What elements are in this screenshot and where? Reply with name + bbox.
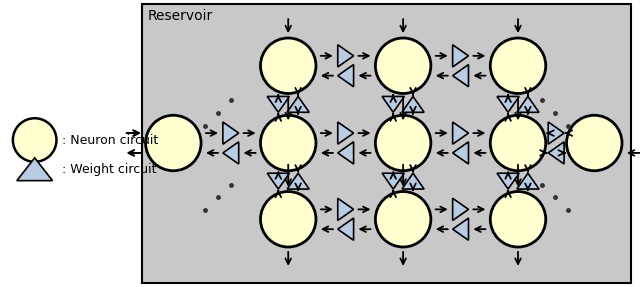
Polygon shape bbox=[223, 142, 239, 164]
Polygon shape bbox=[402, 96, 424, 112]
Polygon shape bbox=[338, 218, 353, 240]
Polygon shape bbox=[382, 96, 404, 112]
Ellipse shape bbox=[260, 38, 316, 94]
Polygon shape bbox=[287, 173, 309, 189]
Polygon shape bbox=[382, 173, 404, 189]
Polygon shape bbox=[338, 45, 353, 67]
Polygon shape bbox=[287, 96, 309, 112]
Polygon shape bbox=[452, 65, 468, 87]
FancyBboxPatch shape bbox=[141, 4, 631, 283]
Ellipse shape bbox=[376, 191, 431, 247]
Ellipse shape bbox=[260, 115, 316, 171]
Polygon shape bbox=[452, 198, 468, 220]
Polygon shape bbox=[17, 158, 52, 181]
Polygon shape bbox=[548, 142, 564, 164]
Ellipse shape bbox=[145, 115, 201, 171]
Polygon shape bbox=[452, 45, 468, 67]
Polygon shape bbox=[517, 96, 539, 112]
Polygon shape bbox=[452, 122, 468, 144]
Polygon shape bbox=[268, 173, 289, 189]
Polygon shape bbox=[517, 173, 539, 189]
Ellipse shape bbox=[260, 191, 316, 247]
Text: Reservoir: Reservoir bbox=[148, 9, 213, 23]
Polygon shape bbox=[402, 173, 424, 189]
Polygon shape bbox=[338, 122, 353, 144]
Polygon shape bbox=[223, 122, 239, 144]
Polygon shape bbox=[338, 198, 353, 220]
Text: : Weight circuit: : Weight circuit bbox=[62, 163, 157, 176]
Polygon shape bbox=[497, 96, 519, 112]
Polygon shape bbox=[338, 65, 353, 87]
Polygon shape bbox=[548, 122, 564, 144]
Ellipse shape bbox=[376, 38, 431, 94]
Ellipse shape bbox=[490, 38, 546, 94]
Polygon shape bbox=[452, 142, 468, 164]
Polygon shape bbox=[497, 173, 519, 189]
Ellipse shape bbox=[13, 118, 56, 162]
Ellipse shape bbox=[490, 191, 546, 247]
Ellipse shape bbox=[566, 115, 622, 171]
Ellipse shape bbox=[376, 115, 431, 171]
Polygon shape bbox=[338, 142, 353, 164]
Polygon shape bbox=[452, 218, 468, 240]
Text: : Neuron circuit: : Neuron circuit bbox=[62, 133, 159, 147]
Ellipse shape bbox=[490, 115, 546, 171]
Polygon shape bbox=[268, 96, 289, 112]
